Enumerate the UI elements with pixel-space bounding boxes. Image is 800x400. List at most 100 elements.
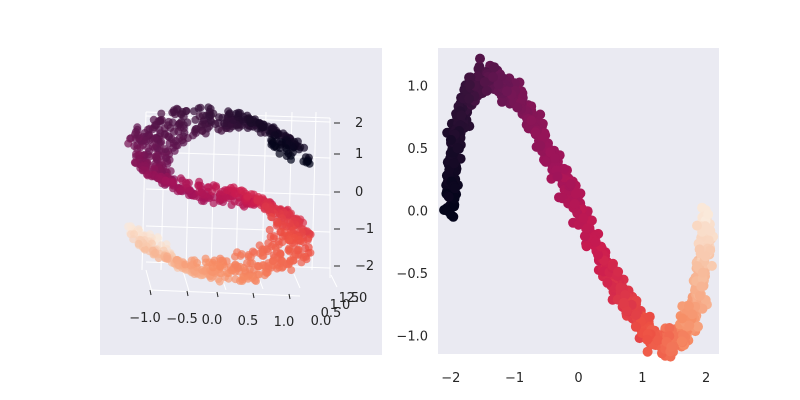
point-3d bbox=[265, 225, 274, 234]
point-3d bbox=[191, 125, 200, 134]
point-3d bbox=[301, 244, 310, 253]
tick-label-3d-y: 0.0 bbox=[311, 314, 332, 329]
point-3d bbox=[161, 145, 170, 154]
point-2d bbox=[696, 281, 707, 292]
panel-2d-points bbox=[439, 53, 719, 362]
point-3d bbox=[130, 158, 139, 167]
point-3d bbox=[209, 109, 218, 118]
point-2d bbox=[456, 110, 467, 121]
point-3d bbox=[267, 140, 276, 149]
point-3d bbox=[282, 152, 291, 160]
point-3d bbox=[134, 239, 143, 248]
point-3d bbox=[150, 165, 159, 173]
point-3d bbox=[253, 196, 262, 205]
point-2d bbox=[559, 163, 570, 174]
panel-3d-points bbox=[124, 103, 315, 286]
point-2d bbox=[569, 198, 580, 209]
point-2d bbox=[489, 62, 500, 73]
tick-label-3d-y: 2.0 bbox=[347, 291, 368, 306]
point-3d bbox=[272, 221, 281, 230]
point-3d bbox=[172, 104, 181, 113]
point-3d bbox=[248, 247, 257, 256]
point-2d bbox=[703, 235, 714, 246]
point-3d bbox=[269, 240, 278, 249]
tick-label-2d-x: −1 bbox=[505, 371, 524, 386]
point-2d bbox=[540, 156, 551, 167]
point-2d bbox=[677, 313, 688, 324]
point-3d bbox=[255, 241, 264, 250]
tick-label-2d-y: 1.0 bbox=[407, 80, 428, 95]
point-2d bbox=[473, 63, 484, 74]
point-2d bbox=[664, 323, 675, 333]
point-3d bbox=[267, 213, 276, 222]
tick-label-3d-x: −0.5 bbox=[166, 312, 198, 327]
point-2d bbox=[481, 85, 492, 96]
point-3d bbox=[189, 107, 198, 116]
point-3d bbox=[168, 118, 177, 127]
point-3d bbox=[255, 118, 264, 127]
point-2d bbox=[602, 277, 613, 288]
point-2d bbox=[590, 236, 601, 247]
point-3d bbox=[163, 252, 172, 261]
point-2d bbox=[684, 320, 695, 331]
point-3d bbox=[299, 157, 308, 166]
point-2d bbox=[565, 179, 576, 190]
point-2d bbox=[443, 191, 454, 202]
point-3d bbox=[194, 181, 203, 190]
point-2d bbox=[464, 93, 474, 104]
tick-label-3d-y: 1.0 bbox=[330, 298, 351, 313]
point-3d bbox=[148, 142, 157, 151]
point-3d bbox=[293, 246, 301, 255]
point-2d bbox=[535, 109, 546, 120]
point-2d bbox=[452, 143, 463, 154]
point-3d bbox=[183, 118, 192, 127]
point-3d bbox=[169, 178, 178, 186]
point-2d bbox=[530, 127, 541, 138]
point-2d bbox=[700, 251, 711, 262]
point-3d bbox=[182, 107, 191, 116]
tick-label-3d-x: 0.0 bbox=[202, 313, 223, 328]
point-2d bbox=[493, 79, 504, 90]
point-3d bbox=[243, 259, 251, 268]
point-3d bbox=[210, 256, 219, 265]
tick-label-3d-z: 1 bbox=[355, 147, 363, 162]
point-2d bbox=[449, 158, 460, 169]
point-2d bbox=[630, 321, 641, 332]
point-2d bbox=[642, 346, 653, 357]
tick-label-3d-x: 0.5 bbox=[238, 314, 259, 329]
point-3d bbox=[138, 165, 147, 174]
point-3d bbox=[261, 202, 270, 211]
point-3d bbox=[204, 183, 213, 192]
point-2d bbox=[550, 153, 560, 164]
point-3d bbox=[264, 262, 273, 271]
tick-label-3d-z: −1 bbox=[355, 222, 374, 237]
point-2d bbox=[694, 244, 705, 255]
point-3d bbox=[149, 115, 158, 124]
point-2d bbox=[613, 266, 624, 277]
point-2d bbox=[620, 290, 631, 300]
point-3d bbox=[144, 125, 152, 134]
point-3d bbox=[297, 258, 306, 267]
point-2d bbox=[694, 290, 705, 301]
point-2d bbox=[692, 220, 702, 231]
point-2d bbox=[450, 183, 460, 194]
point-3d bbox=[152, 151, 161, 160]
point-2d bbox=[479, 77, 490, 87]
point-3d bbox=[124, 222, 133, 231]
tick-label-2d-y: −1.0 bbox=[396, 329, 428, 344]
point-3d bbox=[133, 123, 142, 132]
point-3d bbox=[204, 103, 213, 112]
point-2d bbox=[512, 102, 523, 113]
point-3d bbox=[201, 254, 210, 263]
tick-label-2d-x: −2 bbox=[441, 371, 460, 386]
point-2d bbox=[703, 209, 714, 220]
tick-label-3d-y: 1.5 bbox=[339, 291, 360, 306]
tick-label-2d-y: −0.5 bbox=[396, 267, 428, 282]
point-3d bbox=[218, 113, 227, 122]
point-3d bbox=[246, 115, 255, 124]
point-3d bbox=[266, 232, 275, 241]
point-3d bbox=[176, 174, 185, 183]
point-3d bbox=[181, 260, 190, 269]
